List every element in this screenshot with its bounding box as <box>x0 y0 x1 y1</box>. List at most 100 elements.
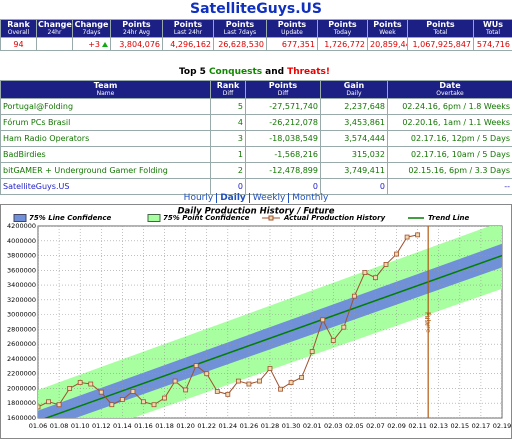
header-top: Points <box>426 20 455 29</box>
point <box>362 270 368 275</box>
x-tick-label: 02.11 <box>408 422 427 430</box>
x-tick-label: 02.05 <box>345 422 364 430</box>
header-bottom: Overtake <box>436 90 464 97</box>
header-top: Change <box>38 20 72 29</box>
header-top: Gain <box>343 81 365 90</box>
team-link[interactable]: Ham Radio Operators <box>3 134 90 143</box>
point <box>404 234 410 240</box>
divider-label: Past <box>423 312 431 326</box>
header-cell: Points Today <box>317 19 368 38</box>
nav-link[interactable]: Weekly <box>248 193 289 203</box>
team-cell: 02.24.16, 6pm / 1.8 Weeks <box>387 98 512 115</box>
stats-value: 1,726,772 <box>324 39 365 49</box>
nav-link[interactable]: Hourly <box>183 193 214 203</box>
header-bottom: Week <box>379 29 396 36</box>
team-row: Ham Radio Operators 3 -18,038,549 3,574,444… <box>0 130 512 147</box>
point <box>309 349 315 354</box>
x-tick-label: 02.01 <box>303 422 322 430</box>
nav-link[interactable]: Monthly <box>288 193 332 203</box>
team-value: -- <box>504 182 510 191</box>
point <box>246 381 252 387</box>
nav: Hourly Daily Weekly Monthly <box>0 193 512 203</box>
team-value: -27,571,740 <box>269 102 318 111</box>
y-tick-label: 1800000 <box>7 399 36 407</box>
team-cell: 3,749,411 <box>320 162 388 179</box>
point <box>214 389 220 394</box>
x-tick-label: 01.24 <box>219 422 238 430</box>
header-top: Points <box>373 20 402 29</box>
team-cell: 315,032 <box>320 146 388 163</box>
team-cell: -18,038,549 <box>245 130 321 147</box>
header-top: Rank <box>216 81 240 90</box>
team-cell: bitGAMER + Underground Gamer Folding <box>0 162 211 179</box>
point <box>119 397 125 402</box>
team-value: -18,038,549 <box>269 134 318 143</box>
team-cell: 0 <box>210 178 246 195</box>
header-cell: Date Overtake <box>387 80 512 99</box>
team-cell: 3 <box>210 130 246 147</box>
team-link[interactable]: Fórum PCs Brasil <box>3 118 71 127</box>
header-top: Team <box>93 81 118 90</box>
up-arrow <box>102 41 108 47</box>
header-row: Team Name Rank Diff Points Diff Gain Daily Date O… <box>0 80 512 99</box>
header-cell: Points Last 7days <box>213 19 267 38</box>
stats-cell: 1,067,925,847 <box>407 37 474 51</box>
point <box>278 386 283 392</box>
team-value: -26,212,078 <box>269 118 318 127</box>
point <box>341 324 347 330</box>
team-value: 3 <box>237 134 243 143</box>
team-row: Portugal@Folding 5 -27,571,740 2,237,648 02.… <box>0 98 512 115</box>
y-tick-label: 2000000 <box>7 384 36 392</box>
stats-cell: 26,628,530 <box>213 37 267 51</box>
x-tick-label: 01.18 <box>155 422 174 430</box>
stats-cell <box>36 37 73 51</box>
header-top: Points <box>122 20 151 29</box>
point <box>235 378 241 384</box>
x-tick-label: 01.22 <box>197 422 216 430</box>
team-value: 3,453,861 <box>344 118 385 127</box>
header-cell: WUs Total <box>473 19 512 38</box>
stats-value: +3 <box>88 39 100 49</box>
table: Rank Overall Change 24hr Change 7days Points 24… <box>0 19 512 51</box>
team-cell: 1 <box>210 146 246 163</box>
y-tick-label: 2200000 <box>7 370 36 378</box>
team-cell: 02.17.16, 10am / 5 Days <box>387 146 512 163</box>
header-bottom: 24hr Avg <box>123 29 150 36</box>
team-link[interactable]: Portugal@Folding <box>3 102 74 111</box>
point <box>320 317 326 323</box>
team-cell: 0 <box>320 178 388 195</box>
team-link[interactable]: bitGAMER + Underground Gamer Folding <box>3 166 168 175</box>
point <box>98 389 104 395</box>
team-link[interactable]: BadBirdies <box>3 150 46 159</box>
point <box>394 251 399 257</box>
team-cell: 02.20.16, 1am / 1.1 Weeks <box>387 114 512 131</box>
team-link[interactable]: SatelliteGuys.US <box>3 182 70 191</box>
stats-value: 26,628,530 <box>218 39 264 49</box>
team-value: 02.17.16, 10am / 5 Days <box>411 150 510 159</box>
header-cell: Points Update <box>266 19 318 38</box>
team-cell: Portugal@Folding <box>0 98 211 115</box>
chart-title: Daily Production History / Future <box>178 207 335 217</box>
header-bottom: Update <box>281 29 303 36</box>
point <box>88 381 94 387</box>
point <box>38 404 41 410</box>
legend-swatch <box>268 215 274 221</box>
title-part: Top 5 <box>178 67 206 77</box>
team-value: 02.17.16, 12pm / 5 Days <box>410 134 510 143</box>
team-value: 2 <box>237 166 243 175</box>
point <box>288 380 294 385</box>
header-row: Rank Overall Change 24hr Change 7days Points 24… <box>0 19 512 38</box>
team-cell: 02.17.16, 12pm / 5 Days <box>387 130 512 147</box>
team-value: 02.15.16, 6pm / 3.3 Days <box>408 166 510 175</box>
y-tick-label: 3400000 <box>7 281 36 289</box>
team-value: 3,574,444 <box>344 134 385 143</box>
nav-link[interactable]: Daily <box>216 193 249 203</box>
team-cell: -26,212,078 <box>245 114 321 131</box>
point <box>162 395 167 401</box>
header-bottom: Name <box>96 90 115 97</box>
plot <box>38 226 502 418</box>
stats-value: 4,296,162 <box>170 39 211 49</box>
title-part: Threats! <box>287 67 330 77</box>
y-tick-label: 2800000 <box>7 325 36 333</box>
